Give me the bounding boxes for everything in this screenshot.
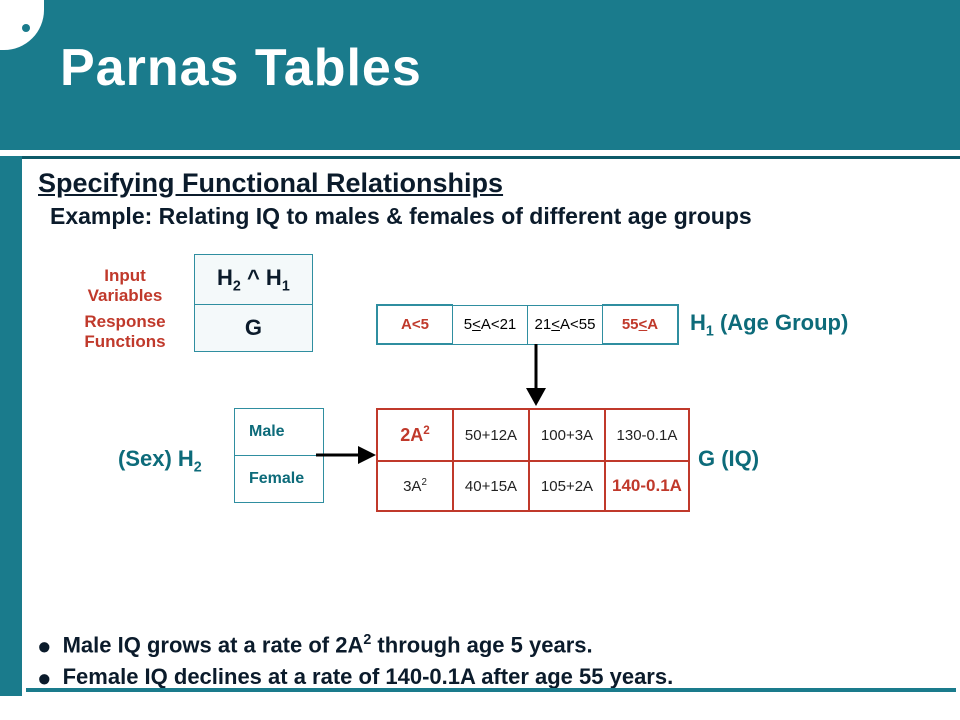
label-g-iq: G (IQ)	[698, 446, 759, 472]
main-cell: 105+2A	[529, 461, 605, 511]
example-line: Example: Relating IQ to males & females …	[50, 203, 956, 230]
main-cell: 100+3A	[529, 409, 605, 461]
main-table: 2A2 50+12A 100+3A 130-0.1A 3A2 40+15A 10…	[376, 408, 690, 512]
left-rail	[0, 156, 22, 696]
age-cell: 21<A<55	[528, 305, 603, 344]
schema-top-cell: H2 ^ H1	[195, 255, 313, 305]
label-response-functions: Response Functions	[70, 312, 180, 352]
label-h2: (Sex) H2	[118, 446, 202, 475]
main-cell: 130-0.1A	[605, 409, 689, 461]
diagram-area: Input Variables Response Functions H2 ^ …	[26, 248, 956, 600]
main-cell: 50+12A	[453, 409, 529, 461]
schema-table: H2 ^ H1 G	[194, 254, 313, 352]
slide: Parnas Tables Specifying Functional Rela…	[0, 0, 960, 720]
main-cell: 3A2	[377, 461, 453, 511]
label-input-variables: Input Variables	[70, 266, 180, 306]
slide-title: Parnas Tables	[60, 38, 422, 98]
bullet-item: Female IQ declines at a rate of 140-0.1A…	[38, 664, 956, 690]
sex-cell: Female	[235, 456, 324, 503]
content-area: Specifying Functional Relationships Exam…	[26, 160, 956, 720]
sex-col-table: Male Female	[234, 408, 324, 503]
main-cell: 40+15A	[453, 461, 529, 511]
label-h1: H1 (Age Group)	[690, 310, 848, 339]
heading: Specifying Functional Relationships	[38, 168, 956, 199]
age-cell: 5<A<21	[453, 305, 528, 344]
age-header-table: A<5 5<A<21 21<A<55 55<A	[376, 304, 679, 345]
main-cell: 140-0.1A	[605, 461, 689, 511]
bullet-list: Male IQ grows at a rate of 2A2 through a…	[38, 632, 956, 690]
header-separator	[0, 150, 960, 159]
arrow-down-icon	[516, 344, 556, 408]
age-cell: A<5	[377, 305, 453, 344]
sex-cell: Male	[235, 409, 324, 456]
arrow-right-icon	[316, 440, 378, 470]
age-cell: 55<A	[603, 305, 679, 344]
main-cell: 2A2	[377, 409, 453, 461]
bullet-item: Male IQ grows at a rate of 2A2 through a…	[38, 632, 956, 658]
schema-bottom-cell: G	[195, 305, 313, 352]
bottom-rule	[26, 688, 956, 692]
